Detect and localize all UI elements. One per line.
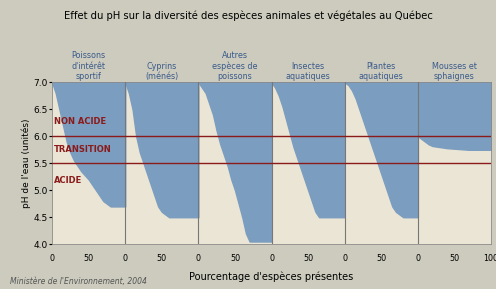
Text: Mousses et
sphaignes: Mousses et sphaignes <box>432 62 477 81</box>
Text: Ministère de l'Environnement, 2004: Ministère de l'Environnement, 2004 <box>10 277 147 286</box>
Text: 0: 0 <box>415 254 421 263</box>
Text: 0: 0 <box>342 254 347 263</box>
Text: Cyprins
(ménés): Cyprins (ménés) <box>145 62 179 81</box>
Text: 50: 50 <box>303 254 313 263</box>
Text: Poissons
d'intérêt
sportif: Poissons d'intérêt sportif <box>71 51 106 81</box>
Text: 0: 0 <box>123 254 128 263</box>
Text: NON ACIDE: NON ACIDE <box>54 117 107 126</box>
Text: Autres
espèces de
poissons: Autres espèces de poissons <box>212 51 258 81</box>
Text: 50: 50 <box>157 254 167 263</box>
Text: 50: 50 <box>449 254 459 263</box>
Text: Pourcentage d'espèces présentes: Pourcentage d'espèces présentes <box>189 271 354 282</box>
Text: 0: 0 <box>50 254 55 263</box>
Text: TRANSITION: TRANSITION <box>54 145 112 154</box>
Text: 50: 50 <box>84 254 94 263</box>
Text: Insectes
aquatiques: Insectes aquatiques <box>286 62 330 81</box>
Text: ACIDE: ACIDE <box>54 176 82 185</box>
Text: 50: 50 <box>376 254 386 263</box>
Text: Effet du pH sur la diversité des espèces animales et végétales au Québec: Effet du pH sur la diversité des espèces… <box>63 10 433 21</box>
Text: 0: 0 <box>196 254 201 263</box>
Text: 0: 0 <box>269 254 274 263</box>
Y-axis label: pH de l'eau (unités): pH de l'eau (unités) <box>21 118 31 208</box>
Text: 100: 100 <box>484 254 496 263</box>
Text: Plantes
aquatiques: Plantes aquatiques <box>359 62 404 81</box>
Text: 50: 50 <box>230 254 240 263</box>
